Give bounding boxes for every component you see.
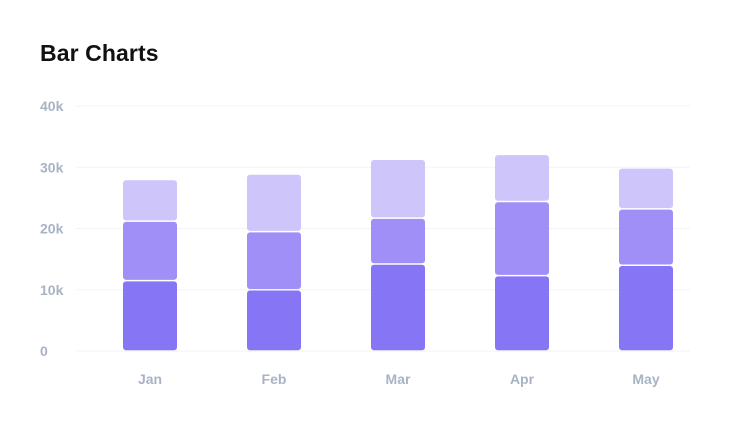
bar-segment[interactable] (247, 174, 301, 231)
x-tick-label: Jan (138, 371, 162, 387)
bar-segment[interactable] (371, 160, 425, 218)
bar-segment[interactable] (619, 209, 673, 265)
x-axis-labels: Jan Feb Mar Apr May (138, 371, 660, 387)
y-tick-label: 10k (40, 282, 64, 298)
bar-segment[interactable] (123, 221, 177, 280)
y-axis-ticks: 0 10k 20k 30k 40k (40, 98, 64, 359)
bar-segment[interactable] (247, 232, 301, 289)
bar-segment[interactable] (247, 290, 301, 351)
bar-segment[interactable] (123, 281, 177, 351)
y-tick-label: 40k (40, 98, 64, 114)
bar-segment[interactable] (495, 202, 549, 275)
x-tick-label: Mar (386, 371, 411, 387)
bar-segment[interactable] (371, 264, 425, 351)
x-tick-label: Apr (510, 371, 535, 387)
bar-segment[interactable] (619, 266, 673, 351)
bar-segment[interactable] (495, 276, 549, 351)
x-tick-label: Feb (262, 371, 287, 387)
bar-segment[interactable] (371, 218, 425, 264)
bars-layer (123, 155, 673, 351)
bar-segment[interactable] (619, 168, 673, 209)
bar-segment[interactable] (123, 180, 177, 221)
y-tick-label: 0 (40, 343, 48, 359)
chart-title: Bar Charts (40, 40, 159, 66)
y-tick-label: 30k (40, 159, 64, 175)
bar-segment[interactable] (495, 155, 549, 201)
x-tick-label: May (632, 371, 659, 387)
y-tick-label: 20k (40, 221, 64, 237)
